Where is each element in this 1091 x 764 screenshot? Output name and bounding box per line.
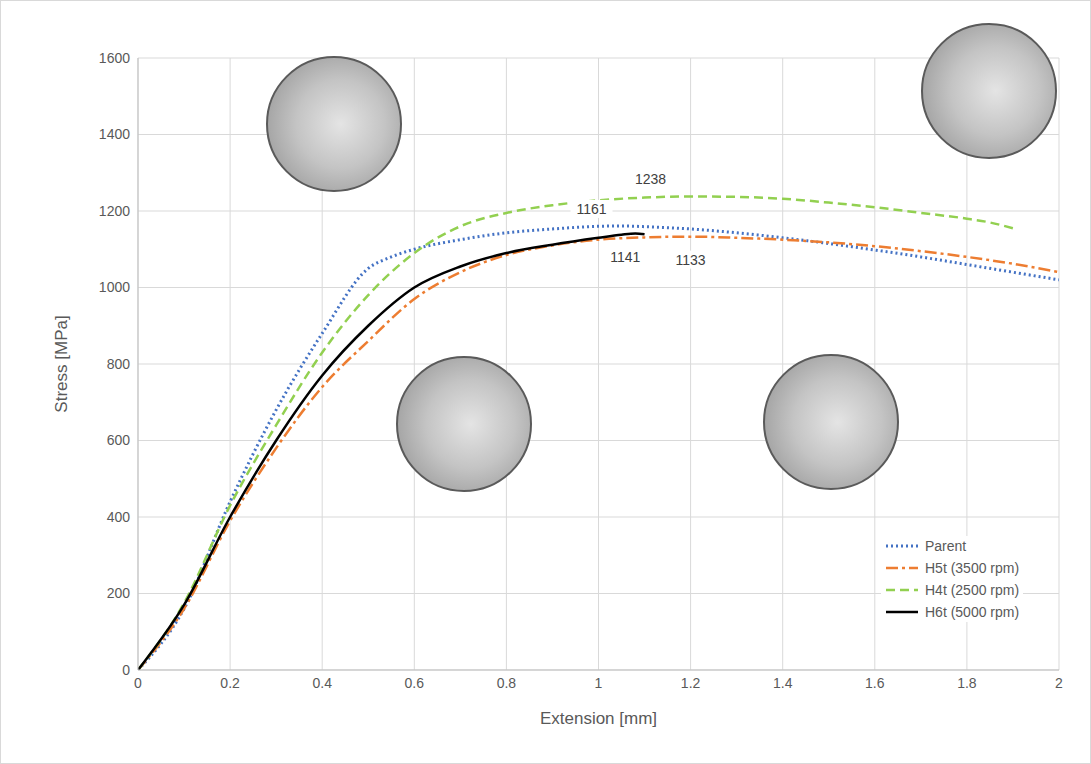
svg-text:1.6: 1.6: [865, 675, 885, 691]
svg-text:2: 2: [1055, 675, 1063, 691]
svg-text:0.6: 0.6: [405, 675, 425, 691]
svg-text:1000: 1000: [99, 279, 130, 295]
svg-text:0.4: 0.4: [312, 675, 332, 691]
svg-text:1200: 1200: [99, 203, 130, 219]
html-text:H5t (3500 rpm): H5t (3500 rpm): [925, 560, 1020, 576]
html-text:Parent: Parent: [925, 538, 967, 554]
svg-text:1161: 1161: [576, 201, 606, 217]
html-text:H4t (2500 rpm): H4t (2500 rpm): [925, 582, 1020, 598]
svg-text:1238: 1238: [635, 171, 666, 187]
svg-text:0: 0: [122, 662, 130, 678]
html-text:H6t (5000 rpm): H6t (5000 rpm): [925, 604, 1020, 620]
svg-text:1133: 1133: [676, 252, 706, 268]
svg-text:1.2: 1.2: [681, 675, 701, 691]
svg-text:1141: 1141: [610, 249, 640, 265]
svg-text:1: 1: [595, 675, 603, 691]
svg-text:400: 400: [107, 509, 131, 525]
svg-text:Extension [mm]: Extension [mm]: [540, 709, 657, 728]
svg-text:1.8: 1.8: [957, 675, 977, 691]
svg-text:0: 0: [134, 675, 142, 691]
svg-text:Stress [MPa]: Stress [MPa]: [52, 315, 71, 412]
svg-text:200: 200: [107, 585, 131, 601]
svg-text:1.4: 1.4: [773, 675, 793, 691]
svg-text:1600: 1600: [99, 50, 130, 66]
svg-text:800: 800: [107, 356, 131, 372]
svg-text:0.2: 0.2: [220, 675, 240, 691]
svg-text:600: 600: [107, 432, 131, 448]
svg-text:1400: 1400: [99, 126, 130, 142]
svg-text:0.8: 0.8: [497, 675, 517, 691]
